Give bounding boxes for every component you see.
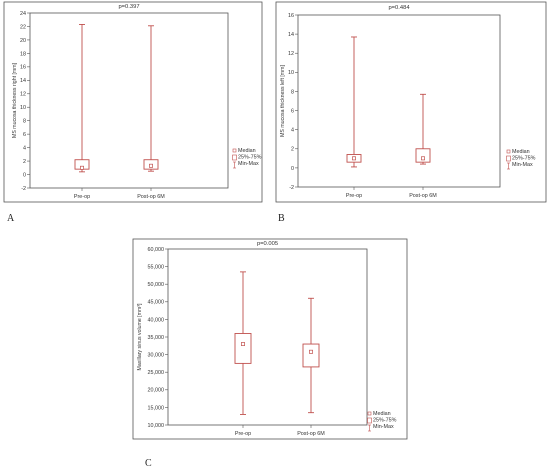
x-category-label: Post-op 6M — [409, 193, 437, 199]
legend-label: Min-Max — [238, 161, 259, 167]
panel-letter: A — [7, 213, 15, 224]
x-category-label: Post-op 6M — [297, 431, 325, 437]
iqr-box — [302, 343, 320, 368]
y-tick-label: 22 — [20, 24, 26, 30]
y-tick-label: 0 — [291, 166, 294, 172]
y-axis-label: MS mucosa thickness right [mm] — [12, 62, 18, 138]
y-tick-label: 8 — [23, 119, 26, 125]
y-tick-label: 2 — [23, 159, 26, 165]
plot-area-border — [167, 248, 368, 426]
y-tick-label: 2 — [291, 147, 294, 153]
iqr-box — [234, 333, 252, 364]
y-axis-label: MS mucosa thickness left [mm] — [280, 65, 286, 137]
y-tick-label: 12 — [288, 51, 294, 57]
panel-letter: B — [278, 213, 285, 224]
y-tick-label: 8 — [291, 89, 294, 95]
y-tick-label: 40,000 — [148, 317, 165, 323]
chart-panel-c: p=0.005 10,000 15,000 20,000 25,000 30,000 35,… — [132, 238, 408, 469]
median-marker — [80, 165, 84, 170]
panel-frame — [275, 1, 547, 203]
median-marker — [421, 156, 425, 161]
legend-median-symbol — [367, 411, 372, 416]
y-tick-label: 30,000 — [148, 353, 165, 359]
legend-label: Median — [373, 411, 391, 417]
legend-label: Min-Max — [373, 424, 394, 430]
y-axis-label: Maxillary sinus volume [mm³] — [137, 303, 143, 370]
x-category-label: Post-op 6M — [137, 194, 165, 200]
chart-title: p=0.005 — [257, 241, 278, 247]
y-tick-label: 10 — [288, 70, 294, 76]
y-tick-label: 45,000 — [148, 300, 165, 306]
x-category-label: Pre-op — [235, 431, 251, 437]
y-tick-label: 20 — [20, 38, 26, 44]
y-tick-label: 4 — [23, 146, 26, 152]
y-tick-label: 6 — [291, 108, 294, 114]
y-tick-label: 20,000 — [148, 388, 165, 394]
median-marker — [241, 342, 245, 346]
chart-panel-b: p=0.484 -2 0 2 4 6 8 10 12 14 16 MS mucosa thicknes… — [275, 1, 547, 224]
legend-label: 25%-75% — [373, 418, 397, 424]
legend-label: Median — [512, 149, 530, 155]
y-tick-label: -2 — [21, 186, 26, 192]
x-category-label: Pre-op — [346, 193, 362, 199]
y-tick-label: 18 — [20, 51, 26, 57]
y-tick-label: 10,000 — [148, 423, 165, 429]
legend-box-symbol — [506, 155, 511, 162]
panel-frame — [132, 238, 408, 440]
legend-label: Median — [238, 148, 256, 154]
legend-median-symbol — [232, 148, 237, 153]
y-tick-label: 60,000 — [148, 247, 165, 253]
y-tick-label: 55,000 — [148, 265, 165, 271]
legend-label: 25%-75% — [238, 155, 262, 161]
y-tick-label: 12 — [20, 92, 26, 98]
chart-title: p=0.397 — [118, 4, 139, 10]
plot-area-border — [29, 12, 229, 189]
y-tick-label: 16 — [288, 13, 294, 19]
median-marker — [309, 349, 313, 354]
y-tick-label: 10 — [20, 105, 26, 111]
legend-box-symbol — [367, 417, 372, 424]
panel-frame — [3, 1, 263, 203]
y-tick-label: 15,000 — [148, 405, 165, 411]
y-tick-label: -2 — [289, 185, 294, 191]
y-tick-label: 4 — [291, 128, 294, 134]
y-tick-label: 35,000 — [148, 335, 165, 341]
y-tick-label: 14 — [288, 32, 294, 38]
y-tick-label: 25,000 — [148, 370, 165, 376]
legend-median-symbol — [506, 149, 511, 154]
y-tick-label: 14 — [20, 78, 26, 84]
plot-area-border — [297, 14, 501, 188]
x-category-label: Pre-op — [74, 194, 90, 200]
legend-label: 25%-75% — [512, 156, 536, 162]
legend-box-symbol — [232, 154, 237, 161]
y-tick-label: 24 — [20, 11, 26, 17]
panel-letter: C — [145, 458, 152, 469]
y-tick-label: 6 — [23, 132, 26, 138]
y-tick-label: 0 — [23, 172, 26, 178]
y-tick-label: 16 — [20, 65, 26, 71]
chart-title: p=0.484 — [388, 5, 410, 11]
iqr-box — [415, 148, 431, 163]
y-tick-label: 50,000 — [148, 282, 165, 288]
median-marker — [352, 156, 356, 161]
legend-label: Min-Max — [512, 162, 533, 168]
median-marker — [149, 163, 153, 168]
